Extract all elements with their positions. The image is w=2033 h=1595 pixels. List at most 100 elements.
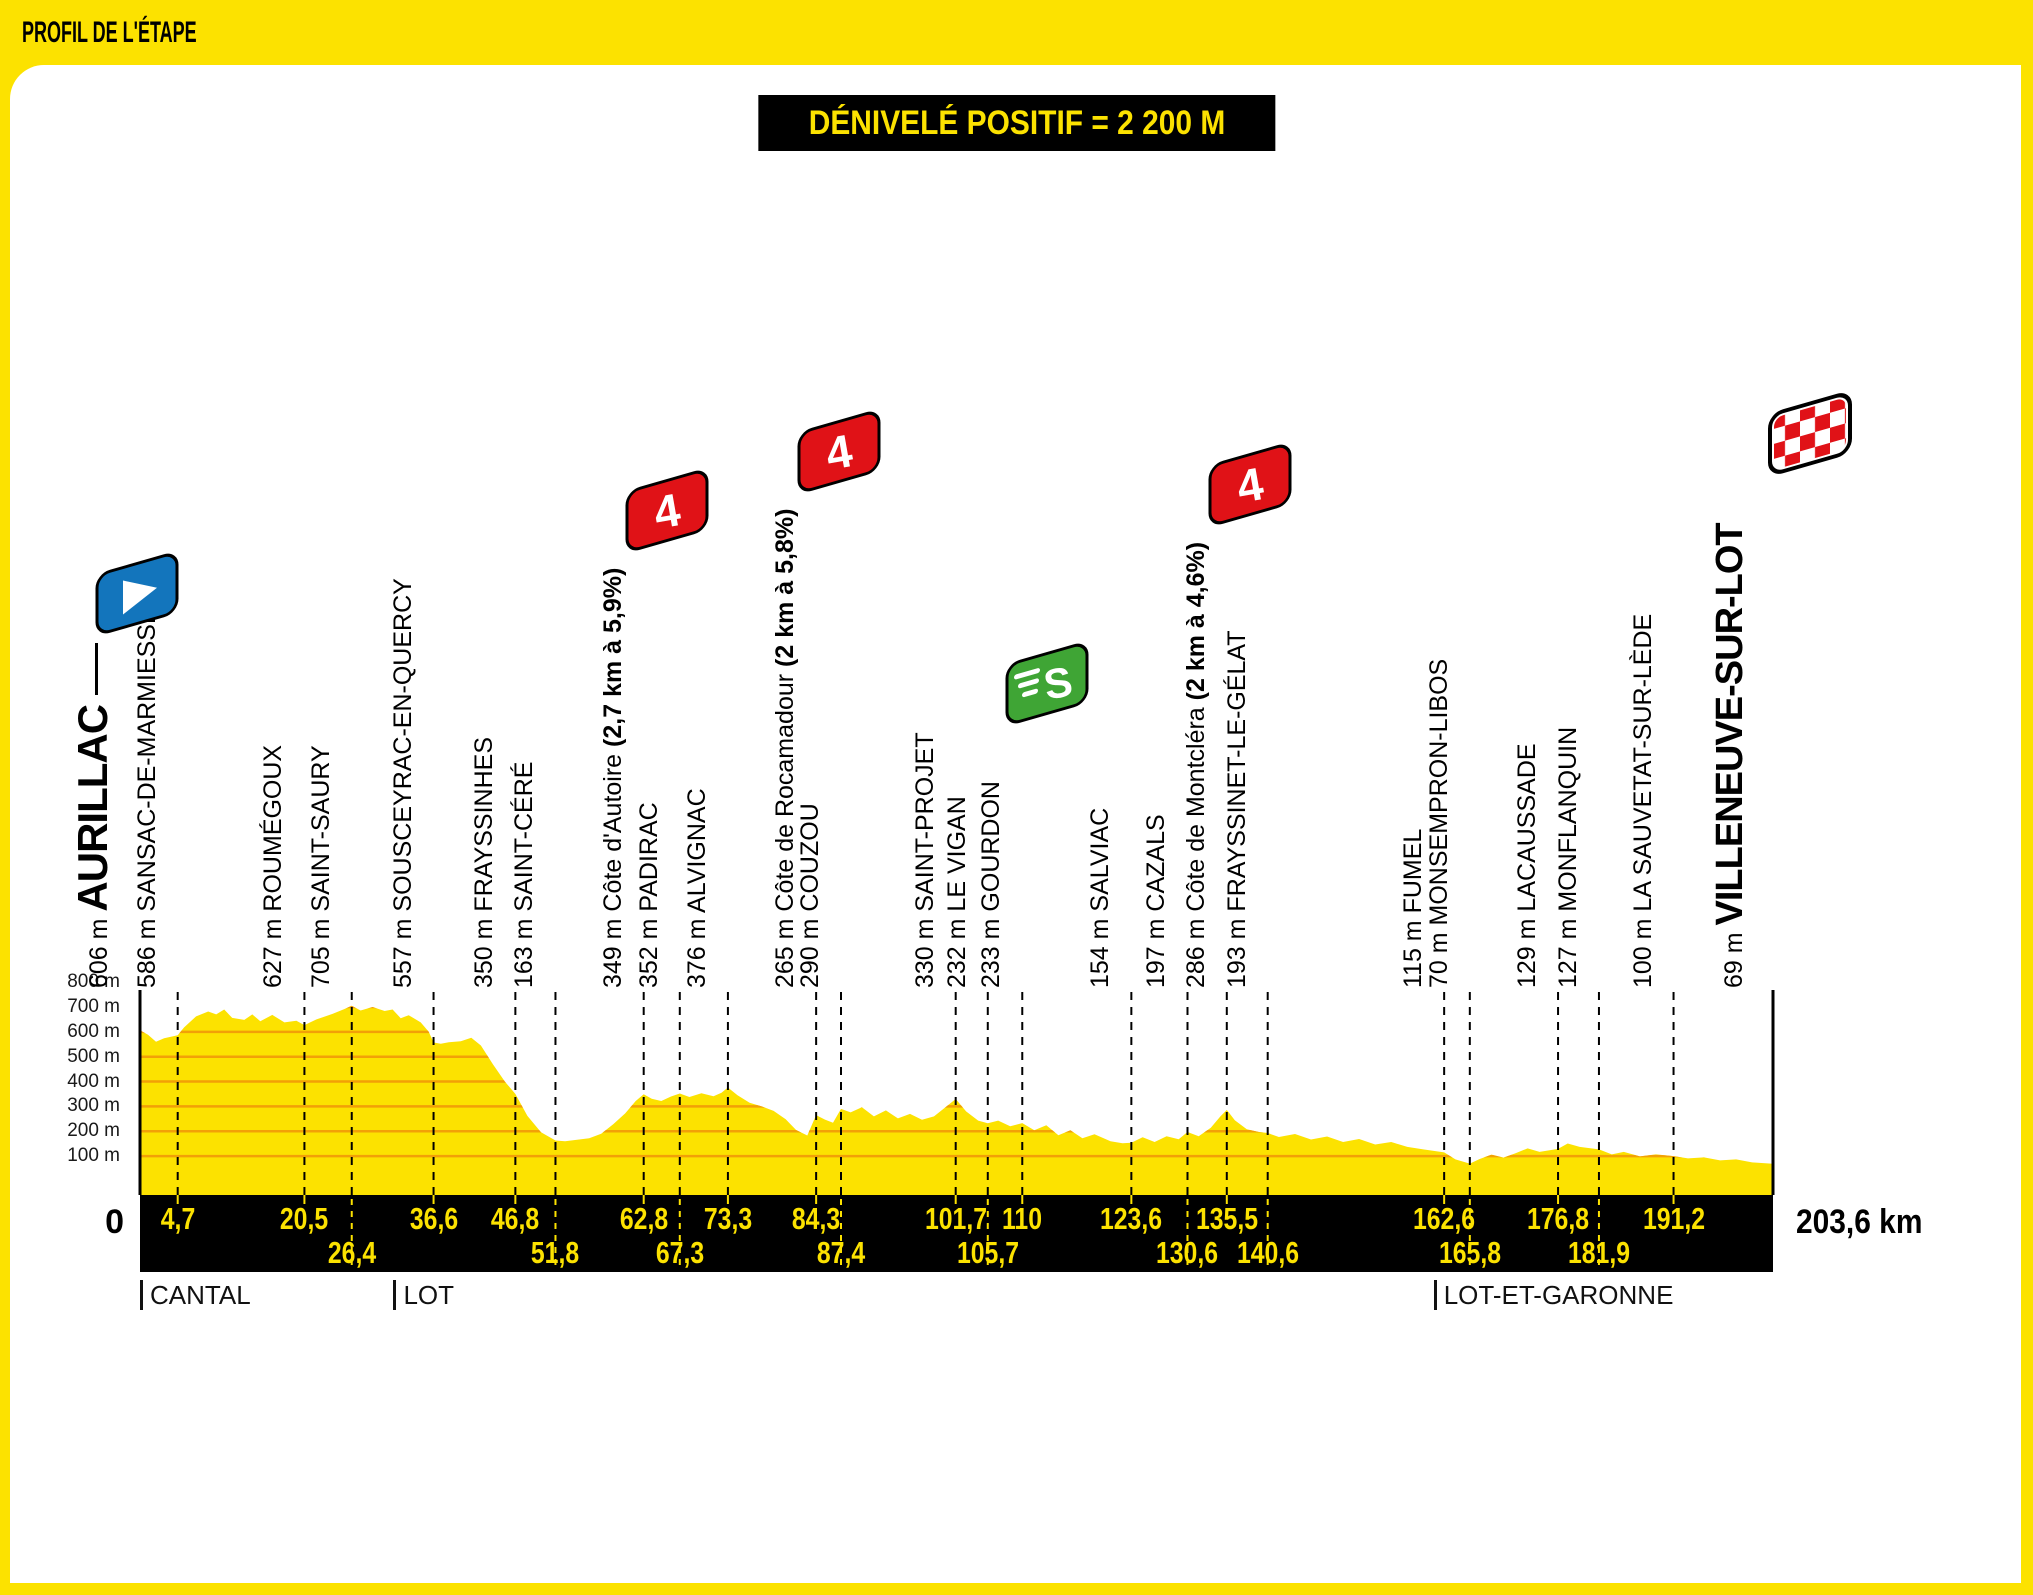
distance-bar	[140, 1195, 1773, 1272]
km-marker: 162,6	[1413, 1201, 1476, 1236]
km-marker: 135,5	[1195, 1201, 1258, 1236]
km-marker: 73,3	[703, 1201, 753, 1236]
waypoint-label: 232 m LE VIGAN	[942, 796, 972, 988]
waypoint-name: MONSEMPRON-LIBOS	[1424, 658, 1453, 926]
km-total-label: 203,6 km	[1796, 1203, 1923, 1241]
y-axis-tick-700m: 700 m	[67, 995, 120, 1017]
km-marker: 140,6	[1236, 1235, 1299, 1270]
km-marker: 130,6	[1156, 1235, 1219, 1270]
km-marker: 67,3	[655, 1235, 704, 1270]
waypoint-name: CAZALS	[1142, 814, 1171, 912]
waypoint-elevation: 330 m	[910, 911, 939, 988]
km-marker: 105,7	[956, 1235, 1019, 1270]
km-marker: 4,7	[160, 1201, 195, 1236]
waypoint-label: 330 m SAINT-PROJET	[910, 732, 940, 988]
waypoint-label: 127 m MONFLANQUIN	[1553, 727, 1583, 988]
climb-grade: (2 km à 4,6%)	[1181, 541, 1210, 708]
waypoint-elevation: 127 m	[1553, 911, 1582, 988]
elevation-gain-badge: DÉNIVELÉ POSITIF = 2 200 M	[757, 95, 1276, 151]
waypoint-elevation: 606 m	[85, 911, 113, 988]
waypoint-label: 557 m SOUSCEYRAC-EN-QUERCY	[388, 578, 418, 988]
km-marker: 176,8	[1527, 1201, 1590, 1236]
waypoint-name: VILLENEUVE-SUR-LOT	[1709, 523, 1751, 926]
waypoint-label: 233 m GOURDON	[976, 781, 1006, 988]
department-label: LOT-ET-GARONNE	[1433, 1280, 1673, 1310]
waypoint-label: 286 m Côte de Montcléra (2 km à 4,6%)	[1181, 542, 1211, 988]
waypoint-label: 100 m LA SAUVETAT-SUR-LÈDE	[1628, 614, 1658, 988]
waypoint-label: 349 m Côte d'Autoire (2,7 km à 5,9%)	[598, 568, 628, 988]
climb-grade: (2 km à 5,8%)	[771, 508, 800, 674]
finish-flag-icon	[1768, 393, 1852, 474]
start-flag-icon	[95, 553, 179, 634]
waypoint-name: Côte de Montcléra	[1181, 707, 1210, 912]
waypoint-label: 193 m FRAYSSINET-LE-GÉLAT	[1222, 630, 1252, 988]
sprint-icon: S	[1005, 643, 1089, 724]
waypoint-name: MONFLANQUIN	[1553, 726, 1582, 912]
km-marker: 165,8	[1438, 1235, 1501, 1270]
waypoint-label: 705 m SAINT-SAURY	[306, 745, 336, 988]
waypoint-elevation: 557 m	[388, 911, 417, 988]
y-axis-tick-200m: 200 m	[67, 1120, 120, 1142]
waypoint-name: LA SAUVETAT-SUR-LÈDE	[1628, 613, 1657, 912]
page-title: PROFIL DE L'ÉTAPE	[22, 15, 197, 49]
waypoint-label: 352 m PADIRAC	[634, 802, 664, 988]
start-connector-line	[95, 642, 98, 695]
waypoint-name: PADIRAC	[634, 802, 663, 912]
category-4-climb-icon: 4	[1208, 444, 1292, 525]
waypoint-elevation: 290 m	[796, 911, 824, 988]
climb-grade: (2,7 km à 5,9%)	[598, 567, 627, 754]
km-marker: 20,5	[280, 1201, 329, 1236]
waypoint-name: ROUMÉGOUX	[259, 744, 288, 912]
waypoint-label: 606 m AURILLAC	[69, 642, 116, 988]
km-marker: 46,8	[491, 1201, 540, 1236]
waypoint-elevation: 352 m	[634, 911, 663, 988]
waypoint-name: LACAUSSADE	[1513, 743, 1542, 912]
category-4-climb-icon: 4	[625, 470, 709, 551]
category-4-climb-icon: 4	[797, 411, 881, 492]
waypoint-elevation: 232 m	[942, 911, 971, 988]
waypoint-name: SAINT-SAURY	[306, 745, 335, 912]
waypoint-label: 129 m LACAUSSADE	[1512, 743, 1542, 988]
y-axis-tick-100m: 100 m	[67, 1145, 120, 1167]
waypoint-name: FUMEL	[1399, 828, 1428, 914]
waypoint-elevation: 193 m	[1222, 911, 1251, 988]
waypoint-elevation: 233 m	[977, 911, 1006, 988]
km-marker: 84,3	[791, 1201, 841, 1236]
waypoint-elevation: 627 m	[259, 911, 288, 988]
waypoint-label: 70 m MONSEMPRON-LIBOS	[1424, 659, 1454, 988]
km-marker: 26,4	[327, 1235, 376, 1270]
department-label: LOT	[393, 1280, 454, 1310]
waypoint-label: 376 m ALVIGNAC	[682, 788, 712, 988]
y-axis-tick-400m: 400 m	[67, 1070, 120, 1092]
waypoint-name: AURILLAC	[69, 704, 116, 912]
y-axis-tick-800m: 800 m	[67, 971, 120, 993]
waypoint-elevation: 376 m	[682, 912, 711, 988]
waypoint-label: 350 m FRAYSSINHES	[469, 737, 499, 988]
km-marker: 110	[1002, 1201, 1043, 1236]
y-axis-tick-500m: 500 m	[67, 1045, 120, 1067]
waypoint-elevation: 129 m	[1513, 911, 1542, 988]
waypoint-name: COUZOU	[796, 803, 824, 912]
waypoint-label: 290 m COUZOU	[795, 803, 825, 988]
waypoint-elevation: 70 m	[1424, 925, 1453, 988]
waypoint-elevation: 350 m	[470, 911, 499, 988]
waypoint-label: 627 m ROUMÉGOUX	[258, 745, 288, 988]
waypoint-name: SAINT-CÉRÉ	[510, 761, 539, 912]
waypoint-elevation: 115 m	[1399, 913, 1428, 988]
waypoint-name: FRAYSSINET-LE-GÉLAT	[1222, 630, 1251, 912]
waypoint-name: SANSAC-DE-MARMIESSE	[132, 607, 161, 912]
waypoint-label: 154 m SALVIAC	[1085, 808, 1115, 988]
waypoint-elevation: 586 m	[132, 911, 161, 988]
km-marker: 36,6	[409, 1201, 458, 1236]
elevation-gain-label: DÉNIVELÉ POSITIF = 2 200 M	[808, 103, 1225, 142]
km-marker: 87,4	[816, 1235, 866, 1270]
content-panel	[10, 65, 2021, 1583]
waypoint-name: Côte d'Autoire	[598, 753, 627, 912]
waypoint-elevation: 163 m	[510, 911, 539, 988]
waypoint-name: FRAYSSINHES	[470, 736, 499, 912]
km-marker: 191,2	[1642, 1201, 1705, 1236]
department-label: CANTAL	[140, 1280, 251, 1310]
waypoint-name: SOUSCEYRAC-EN-QUERCY	[388, 578, 417, 912]
waypoint-elevation: 154 m	[1086, 911, 1115, 988]
waypoint-name: SAINT-PROJET	[910, 732, 939, 912]
